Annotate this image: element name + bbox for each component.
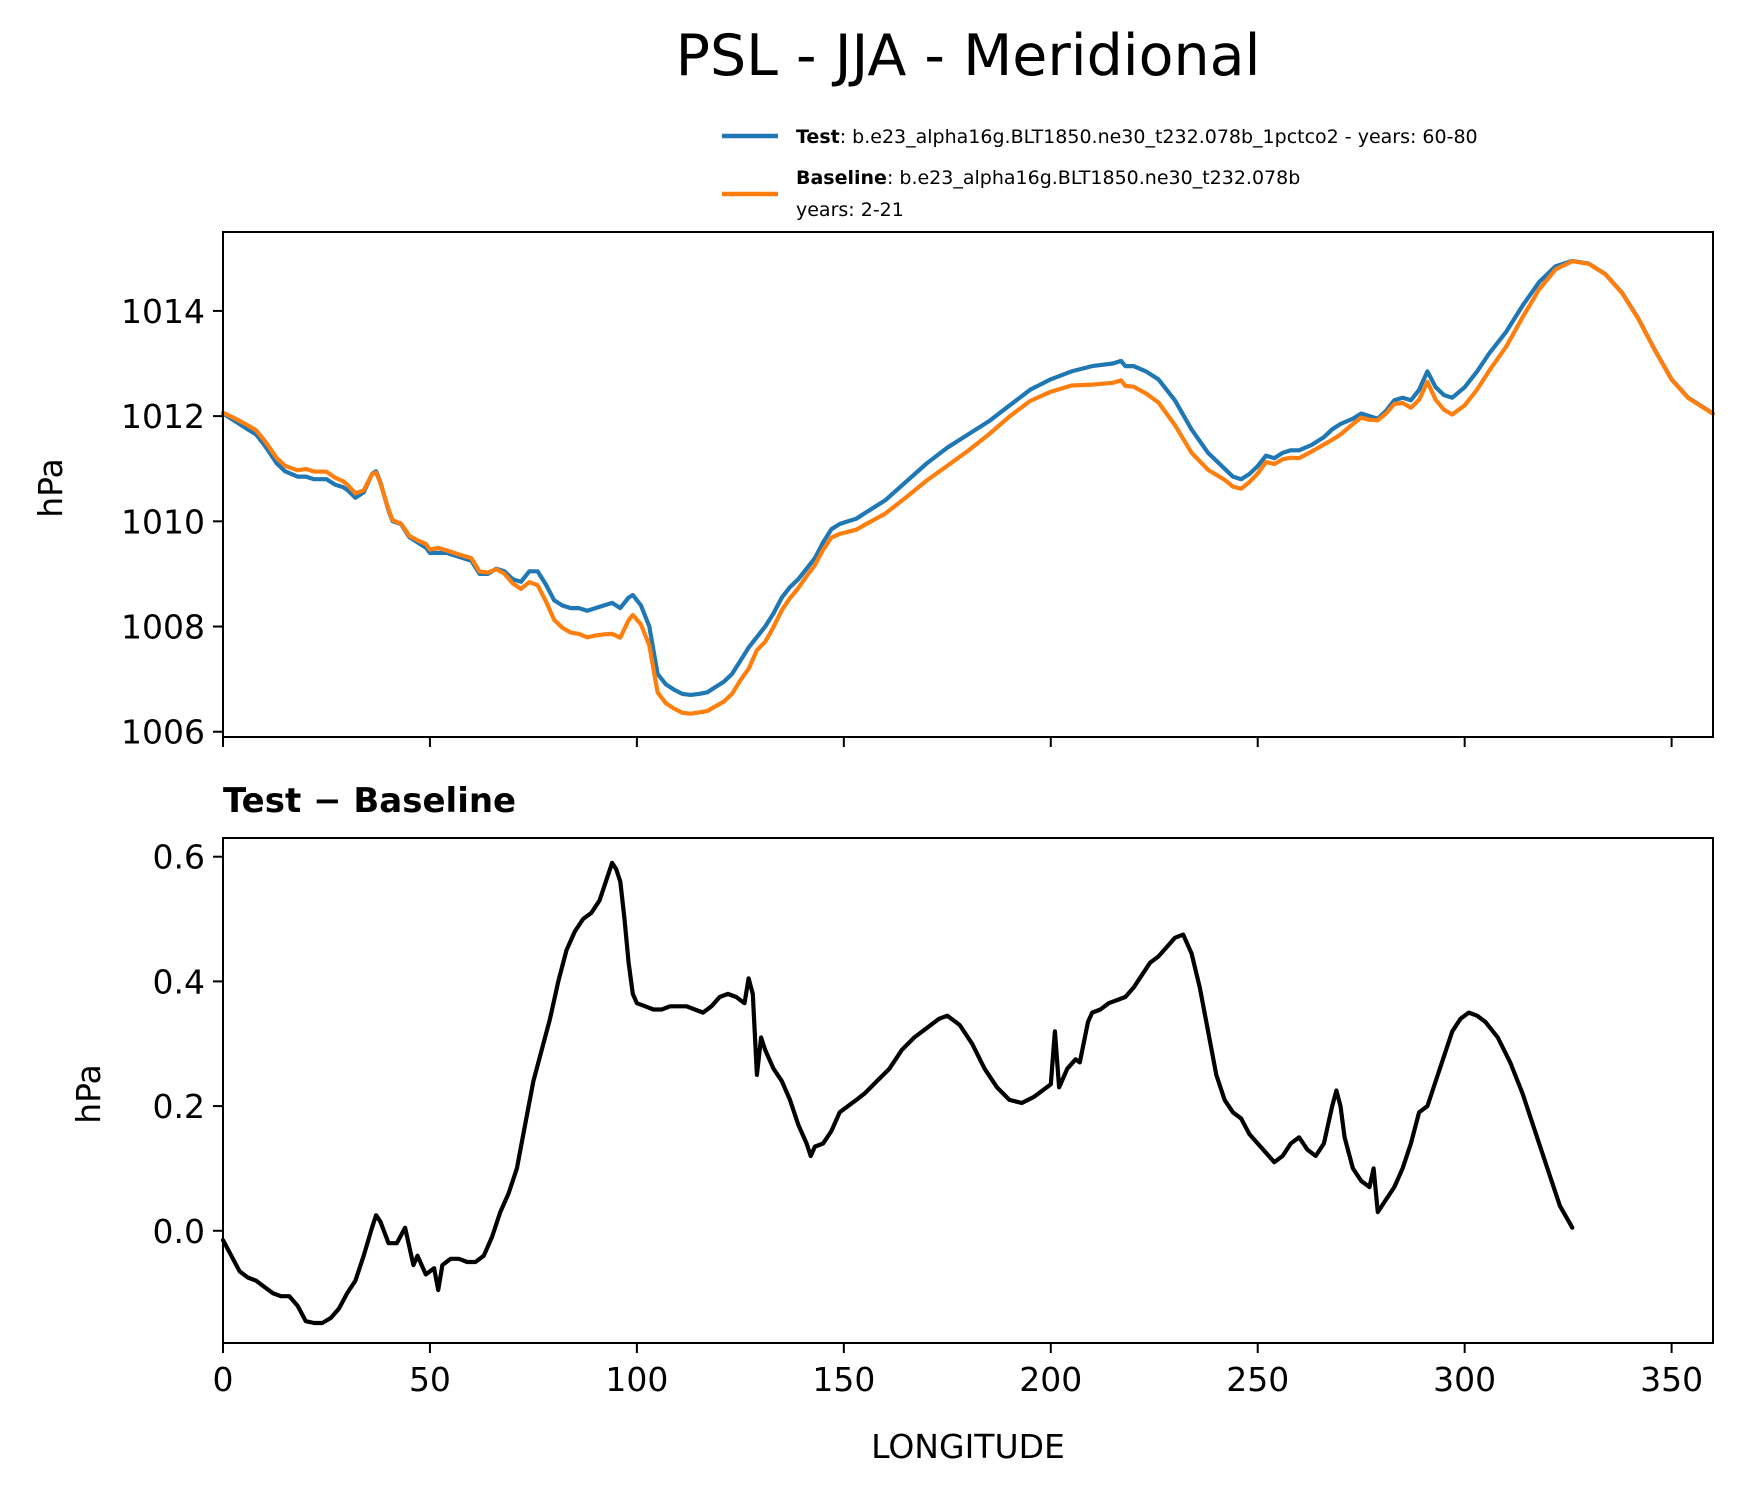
bottom-x-ticks: 0 50 100 150 200 250 300 350 <box>213 1343 1703 1399</box>
top-plot-frame <box>222 231 1714 738</box>
bottom-x-tick-label: 0 <box>213 1360 234 1399</box>
bottom-plot-frame <box>222 837 1714 1344</box>
chart-title: PSL - JJA - Meridional <box>676 23 1261 89</box>
bottom-series-group <box>220 860 1575 1326</box>
top-series-line-test <box>220 258 1716 697</box>
legend-entry-test: Test: b.e23_alpha16g.BLT1850.ne30_t232.0… <box>796 126 1478 148</box>
legend-text-test: : b.e23_alpha16g.BLT1850.ne30_t232.078b_… <box>840 126 1478 148</box>
bottom-x-tick-label: 200 <box>1019 1360 1082 1399</box>
bottom-x-tick-label: 350 <box>1640 1360 1703 1399</box>
legend-name-baseline: Baseline <box>796 167 887 189</box>
bottom-panel-title: Test − Baseline <box>223 781 516 821</box>
bottom-y-axis-label: hPa <box>69 1064 108 1124</box>
bottom-y-tick-label: 0.4 <box>153 962 205 1001</box>
bottom-x-tick-label: 250 <box>1226 1360 1289 1399</box>
bottom-x-tick-label: 150 <box>812 1360 875 1399</box>
bottom-y-tick-label: 0.0 <box>153 1212 205 1251</box>
bottom-y-tick-label: 0.6 <box>153 838 205 877</box>
top-x-ticks <box>222 737 1673 747</box>
top-y-tick-label: 1012 <box>121 397 205 436</box>
bottom-x-tick-label: 100 <box>605 1360 668 1399</box>
top-panel: 1006 1008 1010 1012 1014 hPa <box>31 231 1716 752</box>
legend: Test: b.e23_alpha16g.BLT1850.ne30_t232.0… <box>722 126 1478 221</box>
top-series-line-baseline <box>220 259 1716 716</box>
top-y-tick-label: 1006 <box>121 713 205 752</box>
x-axis-label: LONGITUDE <box>871 1427 1065 1466</box>
top-y-ticks: 1006 1008 1010 1012 1014 <box>121 292 223 752</box>
bottom-x-tick-label: 300 <box>1433 1360 1496 1399</box>
bottom-x-tick-label: 50 <box>409 1360 451 1399</box>
legend-name-test: Test <box>796 126 840 148</box>
top-y-tick-label: 1010 <box>121 502 205 541</box>
top-y-tick-label: 1008 <box>121 608 205 647</box>
legend-entry-baseline: Baseline: b.e23_alpha16g.BLT1850.ne30_t2… <box>796 167 1300 189</box>
bottom-panel: Test − Baseline 0 50 100 150 200 250 300 350 0.… <box>69 781 1714 1466</box>
top-series-group <box>220 258 1716 716</box>
top-y-tick-label: 1014 <box>121 292 205 331</box>
legend-text-baseline: : b.e23_alpha16g.BLT1850.ne30_t232.078b <box>887 167 1300 189</box>
bottom-y-tick-label: 0.2 <box>153 1087 205 1126</box>
bottom-y-ticks: 0.0 0.2 0.4 0.6 <box>153 838 223 1251</box>
top-y-axis-label: hPa <box>31 458 70 518</box>
bottom-series-line-difference <box>220 860 1575 1326</box>
legend-text-baseline-years: years: 2-21 <box>796 199 904 221</box>
